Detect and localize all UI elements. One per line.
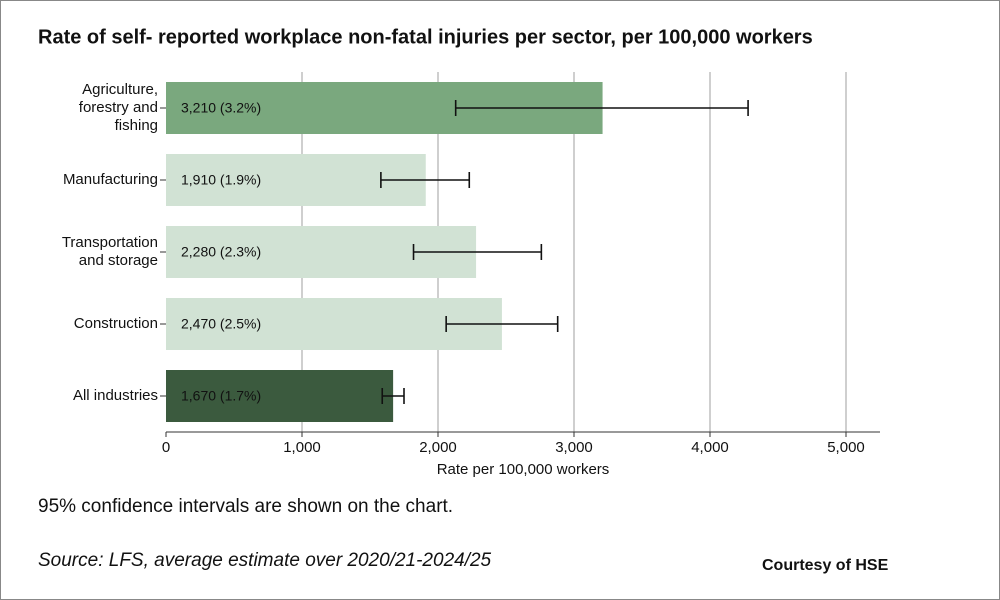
y-tick-label: Manufacturing	[63, 171, 158, 188]
chart-title: Rate of self- reported workplace non-fat…	[38, 26, 813, 48]
x-tick-label: 3,000	[555, 439, 593, 456]
y-tick-label: Construction	[74, 315, 158, 332]
error-bar	[412, 244, 543, 260]
error-bar	[380, 172, 471, 188]
x-tick-label: 0	[162, 439, 170, 456]
error-bar	[445, 316, 559, 332]
error-bar	[381, 388, 405, 404]
x-tick-label: 4,000	[691, 439, 729, 456]
x-tick-label: 2,000	[419, 439, 457, 456]
y-tick-label: forestry and	[79, 99, 158, 116]
note: 95% confidence intervals are shown on th…	[38, 496, 453, 517]
value-label: 3,210 (3.2%)	[181, 100, 261, 116]
y-tick-label: Agriculture,	[82, 81, 158, 98]
value-label: 2,470 (2.5%)	[181, 316, 261, 332]
value-label: 1,910 (1.9%)	[181, 172, 261, 188]
y-tick-label: Transportation	[62, 234, 158, 251]
bar	[166, 370, 394, 422]
x-tick-label: 5,000	[827, 439, 865, 456]
value-label: 2,280 (2.3%)	[181, 244, 261, 260]
y-tick-label: fishing	[115, 117, 158, 134]
error-bar	[454, 100, 749, 116]
x-axis-label: Rate per 100,000 workers	[437, 461, 610, 478]
x-tick-label: 1,000	[283, 439, 321, 456]
y-tick-label: All industries	[73, 387, 158, 404]
credit: Courtesy of HSE	[762, 557, 889, 574]
value-label: 1,670 (1.7%)	[181, 388, 261, 404]
y-tick-label: and storage	[79, 252, 158, 269]
source: Source: LFS, average estimate over 2020/…	[38, 550, 492, 571]
